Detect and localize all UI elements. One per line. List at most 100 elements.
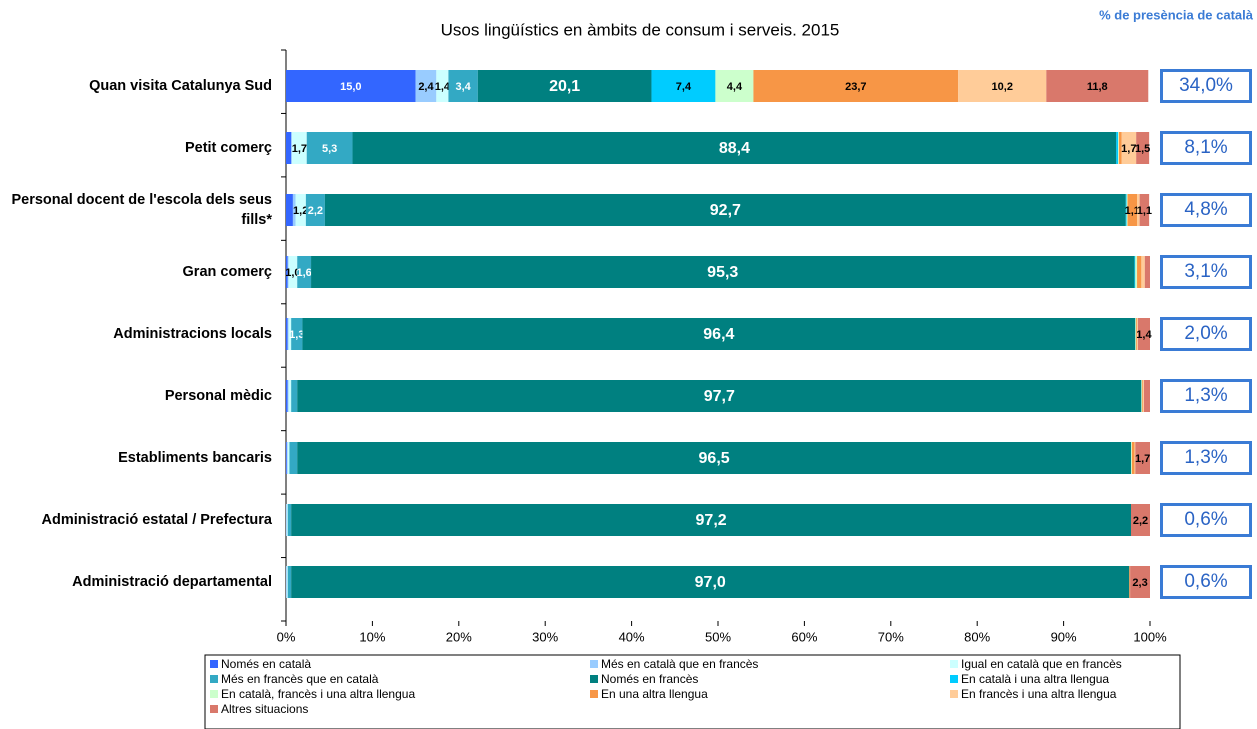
bar-segment: [1126, 194, 1128, 226]
bar-segment: [297, 380, 1142, 412]
legend-swatch: [950, 690, 958, 698]
legend-entry: En català, francès i una altra llengua: [210, 687, 415, 701]
bar-segment: [1143, 380, 1150, 412]
bar-segment: [324, 194, 1126, 226]
bar-segment: [286, 256, 288, 288]
legend-label: Altres situacions: [221, 702, 309, 716]
bar-segment: [288, 380, 292, 412]
bar-segment: [958, 70, 1047, 102]
legend-entry: Només en català: [210, 657, 311, 671]
legend-entry: Altres situacions: [210, 702, 308, 716]
bar-segment: [477, 70, 652, 102]
bar-segment: [1130, 442, 1132, 474]
category-label: Petit comerç: [184, 140, 272, 156]
data-label: 4,4: [727, 81, 743, 93]
bar-segment: [292, 194, 296, 226]
chart-title: Usos lingüístics en àmbits de consum i s…: [441, 20, 840, 39]
bar-segment: [651, 70, 716, 102]
x-tick-label: 30%: [532, 629, 558, 644]
bar-segment: [288, 318, 292, 350]
bar-segment: [1134, 442, 1136, 474]
bar-segment: [1130, 566, 1150, 598]
bar-segment: [1143, 380, 1144, 412]
presence-box: 2,0%: [1160, 317, 1252, 351]
presence-box: 8,1%: [1160, 131, 1252, 165]
data-label: 10,2: [992, 81, 1013, 93]
bar-segment: [291, 132, 293, 164]
bar-segment: [1136, 318, 1138, 350]
presence-box: 34,0%: [1160, 69, 1252, 103]
bar-segment: [448, 70, 478, 102]
legend-swatch: [210, 690, 218, 698]
x-tick-label: 10%: [359, 629, 385, 644]
data-label: 11,8: [1087, 81, 1108, 93]
bar-segment: [291, 566, 1130, 598]
data-label: 92,7: [710, 202, 741, 219]
data-label: 95,3: [707, 264, 738, 281]
presence-box: 4,8%: [1160, 193, 1252, 227]
data-label: 1,6: [296, 267, 311, 279]
presence-box: 1,3%: [1160, 441, 1252, 475]
data-label: 97,7: [704, 388, 735, 405]
data-label: 5,3: [322, 143, 337, 155]
bar-segment: [289, 442, 298, 474]
x-tick-label: 50%: [705, 629, 731, 644]
bar-segment: [288, 256, 298, 288]
bar-segment: [1125, 194, 1127, 226]
data-label: 1,4: [435, 81, 451, 93]
bar-segment: [287, 504, 292, 536]
category-label: Gran comerç: [182, 264, 272, 280]
bar-segment: [1135, 442, 1150, 474]
legend-swatch: [210, 660, 218, 668]
presence-box: 1,3%: [1160, 379, 1252, 413]
bar-segment: [291, 380, 298, 412]
bar-segment: [1116, 132, 1119, 164]
legend-label: Més en català que en francès: [601, 657, 759, 671]
bar-segment: [305, 194, 325, 226]
category-label: Administracions locals: [113, 326, 272, 342]
data-label: 1,0: [285, 267, 300, 279]
legend-entry: Més en francès que en català: [210, 672, 378, 686]
legend-swatch: [950, 660, 958, 668]
legend-label: Igual en català que en francès: [961, 657, 1122, 671]
bar-segment: [286, 442, 288, 474]
bar-segment: [287, 256, 289, 288]
x-tick-label: 100%: [1133, 629, 1167, 644]
bar-segment: [1137, 318, 1150, 350]
bar-segment: [1127, 194, 1138, 226]
bar-segment: [287, 318, 289, 350]
bar-segment: [292, 132, 307, 164]
bar-segment: [297, 442, 1131, 474]
data-label: 20,1: [549, 78, 580, 95]
bar-segment: [1139, 194, 1150, 226]
data-label: 1,7: [292, 143, 307, 155]
category-label: Administració estatal / Prefectura: [41, 512, 272, 528]
category-label: Establiments bancaris: [118, 450, 272, 466]
bar-segment: [286, 194, 293, 226]
bar-segment: [286, 566, 287, 598]
bar-segment: [286, 442, 287, 474]
legend-swatch: [590, 660, 598, 668]
x-tick-label: 20%: [446, 629, 472, 644]
legend-label: En català, francès i una altra llengua: [221, 687, 416, 701]
bar-segment: [1135, 318, 1137, 350]
data-label: 1,2: [293, 205, 308, 217]
bar-segment: [436, 70, 449, 102]
legend-label: En francès i una altra llengua: [961, 687, 1117, 701]
bar-segment: [1137, 318, 1138, 350]
bar-segment: [715, 70, 754, 102]
bar-segment: [1137, 256, 1142, 288]
data-label: 97,0: [695, 574, 726, 591]
bar-segment: [311, 256, 1135, 288]
data-label: 1,1: [1125, 205, 1140, 217]
bar-segment: [286, 318, 288, 350]
bar-segment: [1142, 380, 1144, 412]
presence-title: % de presència de català: [1099, 7, 1254, 22]
data-label: 2,4: [418, 81, 434, 93]
bar-segment: [1137, 194, 1140, 226]
bar-segment: [1144, 256, 1150, 288]
presence-box: 0,6%: [1160, 503, 1252, 537]
legend-swatch: [590, 675, 598, 683]
bar-segment: [286, 132, 292, 164]
